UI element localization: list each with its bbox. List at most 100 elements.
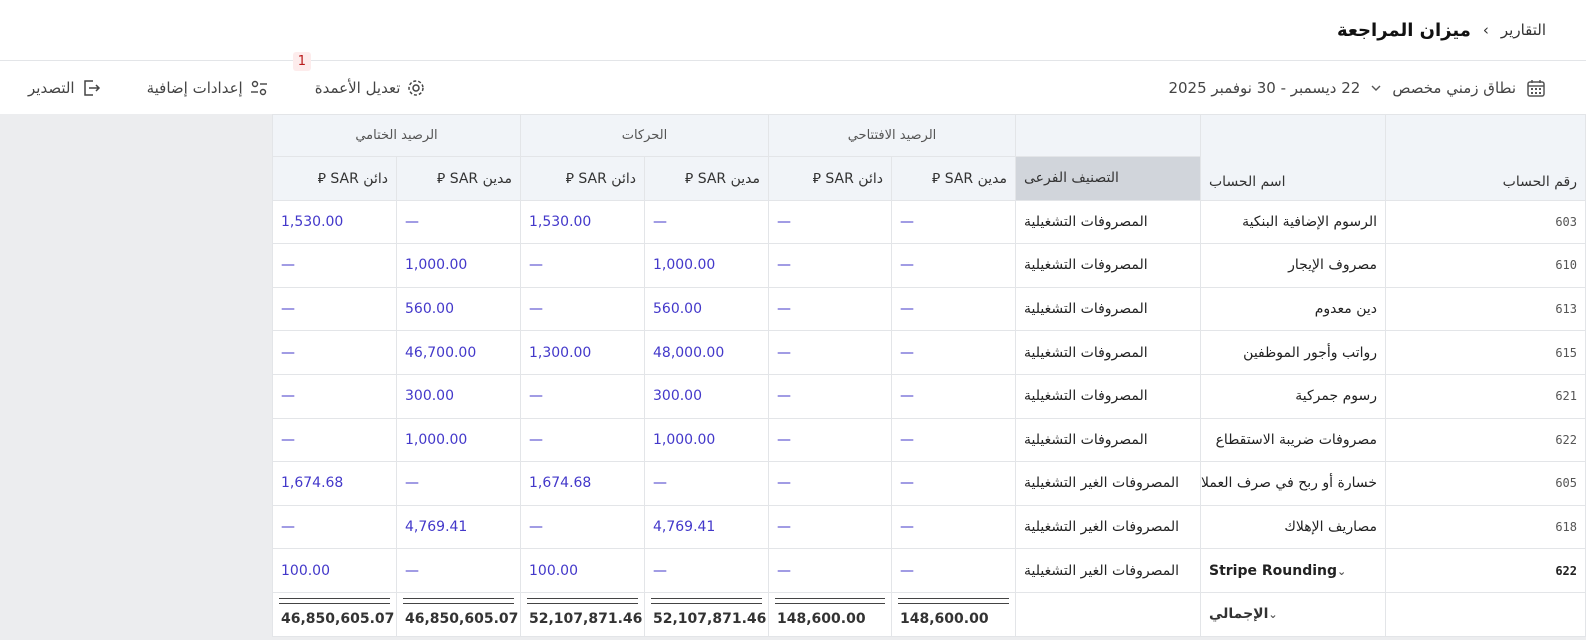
subcategory: المصروفات التشغيلية xyxy=(1015,330,1201,375)
account-name-text: خسارة أو ربح في صرف العملات xyxy=(1200,475,1378,492)
account-name-text: دين معدوم xyxy=(1314,301,1377,318)
amount-cell: 4,769.41 xyxy=(396,504,521,550)
subcategory: المصروفات الغير التشغيلية xyxy=(1015,461,1201,506)
total-label: الإجمالي xyxy=(1209,606,1269,623)
header-debit[interactable]: مدين SAR ⃁ xyxy=(396,156,521,201)
amount-cell: — xyxy=(768,243,892,288)
account-name: مصاريف الإهلاك xyxy=(1200,504,1386,550)
header-account-name[interactable]: اسم الحساب xyxy=(1200,114,1386,201)
date-range-value: 22 ديسمبر - 30 نوفمبر 2025 xyxy=(1168,78,1361,97)
amount-cell: 100.00 xyxy=(272,548,397,593)
amount-cell: — xyxy=(272,504,397,550)
edit-columns-badge: 1 xyxy=(292,51,311,71)
amount-cell: — xyxy=(768,373,892,419)
amount-cell: — xyxy=(891,548,1016,593)
total-row: ⌄الإجمالي 148,600.00 148,600.00 52,107,871.… xyxy=(272,591,1586,637)
chevron-down-icon[interactable]: ⌄ xyxy=(1268,608,1278,622)
amount-cell: — xyxy=(272,417,397,463)
account-name: مصروف الإيجار xyxy=(1200,243,1386,288)
subcategory: المصروفات التشغيلية xyxy=(1015,286,1201,332)
empty-cell xyxy=(1015,591,1201,637)
table-row[interactable]: 610 مصروف الإيجار المصروفات التشغيلية — —1,0… xyxy=(272,243,1586,288)
total-amount: 52,107,871.46 xyxy=(520,591,645,637)
page-header: التقارير › ميزان المراجعة xyxy=(0,0,1586,61)
total-amount: 148,600.00 xyxy=(891,591,1016,637)
amount-cell: — xyxy=(644,461,769,506)
header-credit[interactable]: دائن SAR ⃁ xyxy=(768,156,892,201)
more-settings-button[interactable]: إعدادات إضافية xyxy=(147,78,269,98)
header-debit[interactable]: مدين SAR ⃁ xyxy=(644,156,769,201)
total-amount: 52,107,871.46 xyxy=(644,591,769,637)
table-row[interactable]: 618 مصاريف الإهلاك المصروفات الغير التشغيل… xyxy=(272,504,1586,550)
amount-cell: — xyxy=(768,286,892,332)
amount-cell: — xyxy=(768,199,892,245)
amount-cell: 48,000.00 xyxy=(644,330,769,375)
amount-cell: — xyxy=(644,199,769,245)
subcategory: المصروفات التشغيلية xyxy=(1015,417,1201,463)
amount-cell: 1,000.00 xyxy=(396,243,521,288)
table-row[interactable]: 613 دين معدوم المصروفات التشغيلية — —560.00—… xyxy=(272,286,1586,332)
account-number: 615 xyxy=(1385,330,1586,375)
table-row[interactable]: 603 الرسوم الإضافية البنكية المصروفات التش… xyxy=(272,199,1586,245)
amount-cell: 1,674.68 xyxy=(520,461,645,506)
table-row[interactable]: 605 خسارة أو ربح في صرف العملات المصروفات … xyxy=(272,461,1586,506)
gear-icon xyxy=(408,79,425,96)
account-number: 613 xyxy=(1385,286,1586,332)
account-number: 618 xyxy=(1385,504,1586,550)
amount-cell: — xyxy=(396,548,521,593)
chevron-left-icon: › xyxy=(1482,21,1489,39)
amount-cell: — xyxy=(891,461,1016,506)
amount-cell: 100.00 xyxy=(520,548,645,593)
page-title: ميزان المراجعة xyxy=(1336,19,1471,41)
chevron-down-icon xyxy=(1371,85,1381,91)
amount-cell: 1,300.00 xyxy=(520,330,645,375)
edit-columns-button[interactable]: تعديل الأعمدة 1 xyxy=(292,51,427,98)
subcategory: المصروفات الغير التشغيلية xyxy=(1015,548,1201,593)
header-subcategory[interactable]: التصنيف الفرعى xyxy=(1015,156,1201,201)
edit-columns-label: تعديل الأعمدة xyxy=(314,78,401,97)
table-row[interactable]: 622 مصروفات ضريبة الاستقطاع المصروفات التش… xyxy=(272,417,1586,463)
amount-cell: — xyxy=(520,504,645,550)
calendar-icon xyxy=(1527,79,1545,97)
account-name: مصروفات ضريبة الاستقطاع xyxy=(1200,417,1386,463)
account-name-text: Stripe Rounding xyxy=(1209,562,1338,579)
export-label: التصدير xyxy=(28,78,75,97)
account-name: الرسوم الإضافية البنكية xyxy=(1200,199,1386,245)
amount-cell: — xyxy=(520,286,645,332)
header-account-number[interactable]: رقم الحساب xyxy=(1385,114,1586,201)
header-credit[interactable]: دائن SAR ⃁ xyxy=(520,156,645,201)
subcategory: المصروفات الغير التشغيلية xyxy=(1015,504,1201,550)
total-amount: 46,850,605.07 xyxy=(272,591,397,637)
amount-cell: 1,000.00 xyxy=(396,417,521,463)
amount-cell: — xyxy=(891,504,1016,550)
date-range-picker[interactable]: نطاق زمني مخصص 22 ديسمبر - 30 نوفمبر 202… xyxy=(1168,78,1546,98)
subcategory: المصروفات التشغيلية xyxy=(1015,199,1201,245)
table-row[interactable]: 622 ⌄Stripe Rounding المصروفات الغير التشغ… xyxy=(272,548,1586,593)
amount-cell: 46,700.00 xyxy=(396,330,521,375)
table-row[interactable]: 615 رواتب وأجور الموظفين المصروفات التشغيل… xyxy=(272,330,1586,375)
chevron-down-icon[interactable]: ⌄ xyxy=(1337,564,1347,578)
total-label-cell[interactable]: ⌄الإجمالي xyxy=(1200,591,1386,637)
header-movements: الحركات xyxy=(520,114,769,157)
breadcrumb-reports[interactable]: التقارير xyxy=(1500,21,1546,39)
header-debit[interactable]: مدين SAR ⃁ xyxy=(891,156,1016,201)
empty-cell xyxy=(1385,591,1586,637)
amount-cell: 1,530.00 xyxy=(272,199,397,245)
account-number: 603 xyxy=(1385,199,1586,245)
account-name[interactable]: ⌄Stripe Rounding xyxy=(1200,548,1386,593)
amount-cell: — xyxy=(272,243,397,288)
account-name-text: رواتب وأجور الموظفين xyxy=(1243,344,1377,361)
amount-cell: — xyxy=(891,286,1016,332)
table-row[interactable]: 621 رسوم جمركية المصروفات التشغيلية — —300.0… xyxy=(272,373,1586,419)
amount-cell: — xyxy=(520,373,645,419)
amount-cell: — xyxy=(272,286,397,332)
account-name-text: مصاريف الإهلاك xyxy=(1284,519,1377,536)
export-button[interactable]: التصدير xyxy=(28,78,101,98)
header-credit[interactable]: دائن SAR ⃁ xyxy=(272,156,397,201)
amount-cell: 1,000.00 xyxy=(644,417,769,463)
sliders-icon xyxy=(250,80,267,95)
amount-cell: 4,769.41 xyxy=(644,504,769,550)
subcategory: المصروفات التشغيلية xyxy=(1015,243,1201,288)
account-name: رسوم جمركية xyxy=(1200,373,1386,419)
more-settings-label: إعدادات إضافية xyxy=(146,78,243,97)
